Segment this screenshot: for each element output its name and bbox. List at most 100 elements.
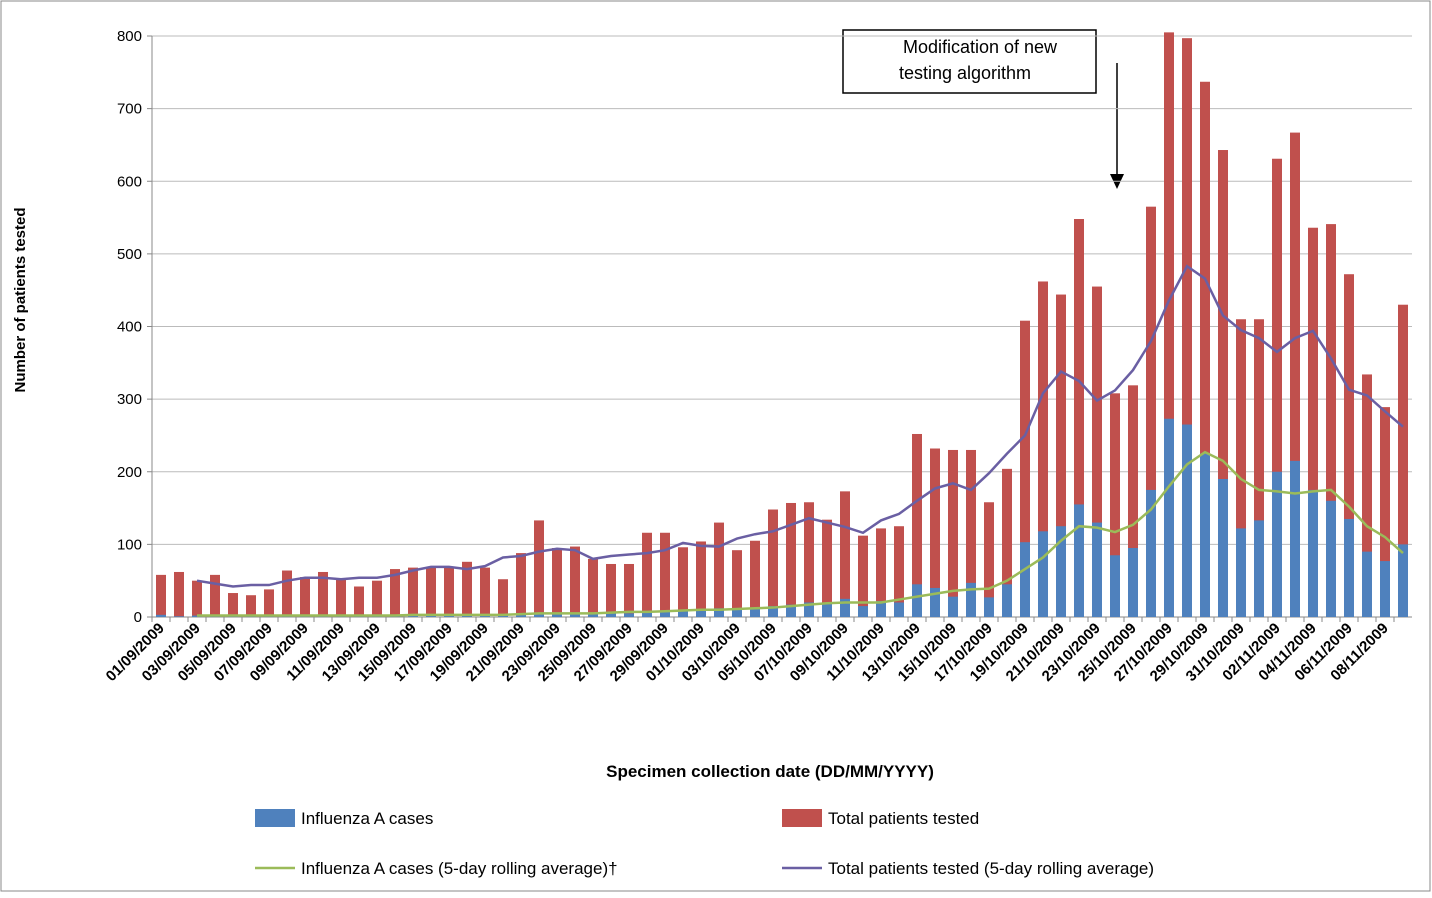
bar	[1254, 319, 1264, 617]
bar	[768, 509, 778, 617]
bar	[642, 532, 652, 617]
y-tick-label: 800	[117, 28, 142, 45]
legend-label: Total patients tested	[828, 809, 979, 828]
bar	[948, 449, 958, 617]
bar	[912, 433, 922, 617]
bar	[1074, 219, 1084, 617]
bar	[804, 502, 814, 617]
bar	[894, 602, 904, 617]
bar	[1272, 158, 1282, 617]
bar	[1290, 460, 1300, 617]
bar	[1362, 374, 1372, 617]
y-tick-label: 400	[117, 319, 142, 336]
bar	[1398, 544, 1408, 617]
legend-label: Influenza A cases	[301, 809, 433, 828]
y-tick-label: 200	[117, 464, 142, 481]
bar	[1002, 584, 1012, 617]
bar	[192, 580, 202, 617]
bar	[678, 547, 688, 617]
bar	[156, 574, 166, 617]
y-tick-label: 700	[117, 101, 142, 118]
bar	[1344, 274, 1354, 617]
bar	[1020, 542, 1030, 617]
bar	[660, 532, 670, 617]
bar	[750, 540, 760, 617]
legend-swatch	[255, 809, 295, 827]
y-tick-label: 600	[117, 173, 142, 190]
bar	[768, 606, 778, 617]
bar	[1020, 320, 1030, 617]
bar	[624, 563, 634, 617]
bar	[1092, 286, 1102, 617]
bar	[660, 611, 670, 617]
bar	[876, 528, 886, 617]
bar	[174, 616, 184, 617]
bar	[876, 601, 886, 617]
bar	[552, 548, 562, 617]
bar	[948, 596, 958, 617]
bar	[174, 571, 184, 617]
annotation-text: Modification of new	[903, 37, 1058, 57]
bar	[930, 448, 940, 617]
bar	[1182, 38, 1192, 617]
bar	[714, 522, 724, 617]
legend-label: Total patients tested (5-day rolling ave…	[828, 859, 1154, 878]
bar	[480, 567, 490, 617]
bar	[714, 608, 724, 617]
bar	[930, 587, 940, 617]
bar	[516, 553, 526, 617]
bar	[678, 610, 688, 617]
bar	[1164, 418, 1174, 617]
y-tick-label: 100	[117, 536, 142, 553]
bar	[426, 615, 436, 617]
bar	[912, 584, 922, 617]
bar	[822, 603, 832, 617]
bar	[1380, 561, 1390, 617]
bar	[696, 541, 706, 617]
bar	[228, 593, 238, 617]
line	[196, 264, 1404, 588]
bar	[624, 613, 634, 617]
bar	[984, 502, 994, 617]
bar	[786, 502, 796, 617]
y-tick-label: 500	[117, 246, 142, 263]
y-tick-label: 0	[134, 609, 142, 626]
bar	[1074, 504, 1084, 617]
bar	[642, 611, 652, 617]
bar	[1092, 522, 1102, 617]
bar	[1308, 227, 1318, 618]
bar	[966, 449, 976, 617]
bar	[1038, 281, 1048, 617]
bar	[282, 570, 292, 617]
bar	[534, 612, 544, 617]
bar	[156, 614, 166, 617]
bar	[1236, 319, 1246, 617]
bar	[1146, 489, 1156, 617]
bar	[552, 614, 562, 617]
bar	[1038, 531, 1048, 617]
y-axis-title: Number of patients tested	[12, 207, 29, 392]
bar	[426, 567, 436, 617]
y-tick-label: 300	[117, 391, 142, 408]
bar	[804, 602, 814, 617]
bar	[1254, 520, 1264, 617]
bar	[822, 519, 832, 617]
annotation-box	[842, 29, 1097, 94]
bar	[1056, 526, 1066, 617]
bar	[1290, 132, 1300, 617]
bar	[516, 614, 526, 617]
bar	[534, 520, 544, 617]
bar	[1200, 453, 1210, 617]
bar	[588, 558, 598, 617]
annotation-text: testing algorithm	[899, 63, 1031, 83]
bar	[1146, 206, 1156, 617]
bar	[1380, 407, 1390, 617]
bar	[570, 613, 580, 617]
bar	[408, 567, 418, 617]
bar	[1398, 304, 1408, 617]
bar	[498, 579, 508, 617]
bar	[1308, 489, 1318, 617]
bar	[750, 608, 760, 617]
bar	[606, 563, 616, 617]
bar	[1344, 518, 1354, 617]
